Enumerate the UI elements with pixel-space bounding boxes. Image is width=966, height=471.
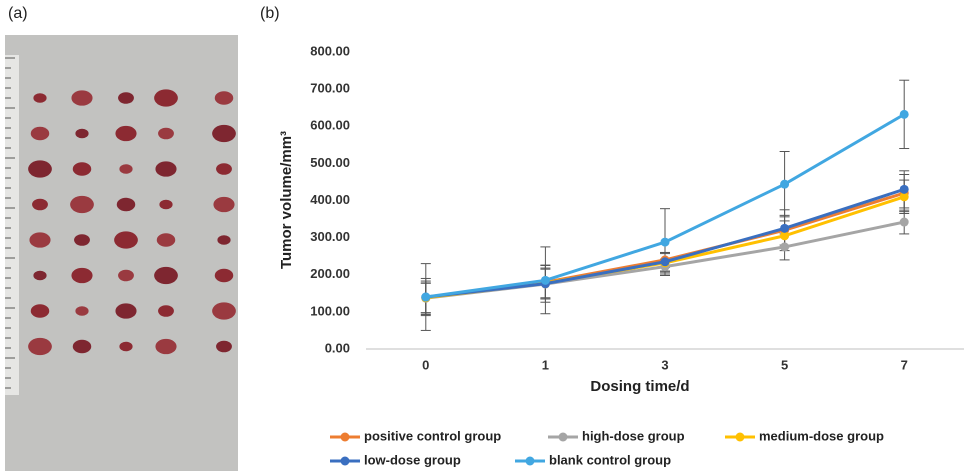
x-tick-label: 7 [901, 357, 908, 372]
legend-label: positive control group [364, 428, 501, 443]
point [780, 179, 790, 189]
y-tick-label: 400.00 [310, 192, 350, 207]
tumor [154, 266, 178, 285]
y-tick-label: 200.00 [310, 266, 350, 281]
tumor [29, 232, 51, 248]
y-tick-label: 500.00 [310, 155, 350, 170]
tumor [74, 234, 90, 246]
x-axis-title: Dosing time/d [590, 378, 689, 395]
legend-marker [525, 456, 535, 466]
panel-label: (b) [260, 5, 280, 22]
tumor [216, 340, 232, 353]
legend-marker [735, 432, 745, 442]
tumor [71, 90, 93, 106]
tumor [155, 338, 177, 355]
tumor [33, 93, 47, 103]
panel-label: (a) [8, 5, 28, 22]
tumor [155, 161, 177, 177]
tumor [216, 163, 232, 175]
point [780, 242, 790, 252]
tumor [115, 125, 137, 142]
y-tick-label: 300.00 [310, 229, 350, 244]
tumor [28, 160, 52, 178]
tumor [119, 341, 133, 352]
tumor [28, 337, 52, 356]
y-tick-label: 100.00 [310, 303, 350, 318]
photo-background [5, 35, 238, 471]
tumor [30, 126, 50, 141]
point [421, 292, 431, 302]
tumor [32, 198, 48, 211]
tumor [115, 303, 137, 319]
tumor [33, 270, 47, 281]
tumor [159, 199, 173, 210]
tumor [118, 92, 134, 104]
tumor [72, 339, 92, 354]
x-tick-label: 3 [661, 357, 668, 372]
tumor [217, 235, 231, 245]
tumor [30, 304, 50, 318]
legend-marker [340, 432, 350, 442]
legend-marker [558, 432, 568, 442]
point [899, 192, 909, 202]
tumor [119, 164, 133, 174]
y-axis-title: Tumor volume/mm³ [278, 131, 295, 269]
y-tick-label: 0.00 [325, 340, 350, 355]
tumor [212, 124, 236, 143]
point [780, 223, 790, 233]
legend-label: high-dose group [582, 428, 685, 443]
point [660, 237, 670, 247]
tumor [71, 267, 93, 284]
point [899, 184, 909, 194]
y-tick-label: 700.00 [310, 81, 350, 96]
tumor [118, 269, 134, 282]
tumor [154, 89, 178, 107]
tumor-photo [5, 35, 238, 471]
x-tick-label: 0 [422, 357, 429, 372]
ruler [5, 55, 19, 395]
tumor [213, 196, 235, 213]
point [780, 231, 790, 241]
point [660, 257, 670, 267]
y-tick-label: 600.00 [310, 118, 350, 133]
point [540, 275, 550, 285]
point [899, 109, 909, 119]
tumor [75, 306, 89, 316]
tumor [70, 195, 94, 214]
tumor [114, 231, 138, 249]
x-tick-label: 1 [542, 357, 549, 372]
tumor [75, 128, 89, 139]
tumor [212, 302, 236, 320]
tumor [158, 305, 174, 317]
legend-label: medium-dose group [759, 428, 884, 443]
tumor [156, 233, 176, 247]
legend-label: low-dose group [364, 452, 461, 467]
x-tick-label: 5 [781, 357, 788, 372]
legend-marker [340, 456, 350, 466]
y-tick-label: 800.00 [310, 43, 350, 58]
tumor [158, 127, 174, 140]
point [899, 217, 909, 227]
legend-label: blank control group [549, 452, 671, 467]
tumor [72, 162, 92, 176]
tumor [214, 91, 234, 105]
tumor [214, 268, 234, 283]
tumor [116, 197, 136, 212]
